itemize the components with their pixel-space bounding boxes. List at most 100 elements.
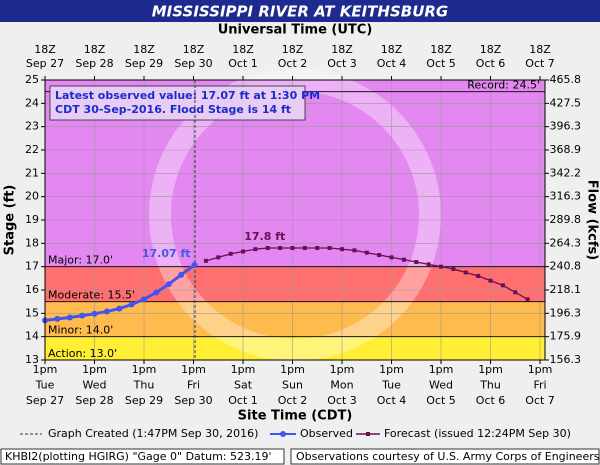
x-tick-label: Oct 6 bbox=[476, 394, 506, 407]
forecast-point bbox=[364, 250, 369, 255]
x-tick-label: Sep 29 bbox=[125, 394, 163, 407]
x-tick-label: 1pm bbox=[330, 363, 355, 376]
forecast-point bbox=[451, 267, 456, 271]
y2-tick-label: 289.8 bbox=[550, 213, 582, 226]
flood-label: Minor: 14.0' bbox=[48, 324, 113, 337]
x-tick-label: Oct 2 bbox=[278, 394, 308, 407]
forecast-point bbox=[253, 247, 258, 252]
legend-observed-marker bbox=[280, 431, 286, 437]
y2-tick-label: 396.3 bbox=[550, 120, 582, 133]
forecast-point bbox=[377, 253, 382, 257]
observed-point bbox=[191, 262, 198, 269]
x2-tick-label: Oct 5 bbox=[426, 57, 456, 70]
y2-tick-label: 240.8 bbox=[550, 260, 582, 273]
forecast-point bbox=[439, 264, 444, 269]
chart-title: MISSISSIPPI RIVER AT KEITHSBURG bbox=[152, 3, 449, 21]
y2-tick-label: 156.3 bbox=[550, 353, 582, 366]
flood-band bbox=[45, 301, 545, 337]
x-tick-label: 1pm bbox=[379, 363, 404, 376]
y2-tick-label: 427.5 bbox=[550, 96, 582, 109]
observed-label: 17.07 ft bbox=[142, 247, 191, 260]
y-tick-label: 19 bbox=[25, 213, 39, 226]
x-tick-label: Mon bbox=[330, 379, 353, 392]
forecast-point bbox=[265, 246, 270, 250]
forecast-point bbox=[414, 260, 419, 264]
y2-tick-label: 264.3 bbox=[550, 236, 582, 249]
x-tick-label: 1pm bbox=[181, 363, 206, 376]
y2-tick-label: 368.9 bbox=[550, 143, 582, 156]
forecast-point bbox=[327, 246, 332, 250]
forecast-point bbox=[216, 255, 221, 260]
forecast-point bbox=[513, 290, 518, 295]
observed-point bbox=[165, 281, 172, 288]
forecast-point bbox=[278, 246, 283, 250]
y-axis-title: Stage (ft) bbox=[3, 185, 18, 256]
forecast-point bbox=[426, 262, 431, 267]
y-tick-label: 25 bbox=[25, 73, 39, 86]
x2-tick-label: Oct 6 bbox=[476, 57, 506, 70]
plot-frame bbox=[44, 79, 546, 361]
forecast-point bbox=[389, 255, 394, 260]
y-tick-label: 21 bbox=[25, 166, 39, 179]
legend-forecast-marker bbox=[366, 432, 370, 436]
x2-tick-label: Oct 2 bbox=[278, 57, 308, 70]
footer-left-box bbox=[0, 448, 285, 465]
forecast-point bbox=[463, 270, 468, 275]
observed-point bbox=[128, 301, 135, 308]
x-tick-label: Sep 30 bbox=[174, 394, 212, 407]
x-tick-label: Oct 3 bbox=[327, 394, 357, 407]
observed-point bbox=[54, 315, 61, 322]
forecast-point bbox=[228, 251, 233, 256]
forecast-point bbox=[488, 278, 493, 283]
x2-tick-label: 18Z bbox=[480, 43, 502, 56]
y2-axis-title: Flow (kcfs) bbox=[585, 180, 600, 260]
x2-tick-label: 18Z bbox=[183, 43, 205, 56]
x-tick-label: Oct 1 bbox=[228, 394, 258, 407]
x-tick-label: Sat bbox=[234, 379, 253, 392]
y-tick-label: 20 bbox=[25, 190, 39, 203]
x-axis-title: Site Time (CDT) bbox=[238, 409, 353, 424]
x2-tick-label: 18Z bbox=[84, 43, 106, 56]
x2-tick-label: Oct 7 bbox=[525, 57, 555, 70]
y-tick-label: 16 bbox=[25, 283, 39, 296]
observed-point bbox=[178, 271, 185, 278]
x-tick-label: Sun bbox=[282, 379, 303, 392]
x-tick-label: Oct 5 bbox=[426, 394, 456, 407]
info-box bbox=[49, 85, 306, 121]
forecast-point bbox=[315, 246, 320, 250]
forecast-point bbox=[525, 297, 530, 302]
y-tick-label: 22 bbox=[25, 143, 39, 156]
footer-right: Observations courtesy of U.S. Army Corps… bbox=[296, 450, 600, 463]
forecast-point bbox=[476, 274, 481, 278]
x2-tick-label: 18Z bbox=[529, 43, 551, 56]
x2-tick-label: Oct 1 bbox=[228, 57, 258, 70]
record-label: Record: 24.5' bbox=[467, 79, 540, 92]
x2-tick-label: 18Z bbox=[430, 43, 452, 56]
flood-label: Major: 17.0' bbox=[48, 254, 113, 267]
observed-point bbox=[153, 289, 160, 296]
x2-tick-label: Sep 30 bbox=[174, 57, 212, 70]
y-tick-label: 14 bbox=[25, 330, 39, 343]
y-tick-label: 18 bbox=[25, 236, 39, 249]
info-text: Latest observed value: 17.07 ft at 1:30 … bbox=[55, 89, 320, 102]
forecast-point bbox=[401, 257, 406, 262]
flood-band bbox=[45, 336, 545, 360]
x2-tick-label: Sep 28 bbox=[75, 57, 113, 70]
x2-tick-label: 18Z bbox=[34, 43, 56, 56]
observed-point bbox=[103, 308, 110, 315]
observed-point bbox=[91, 310, 98, 317]
x2-tick-label: Sep 27 bbox=[26, 57, 64, 70]
x2-tick-label: Sep 29 bbox=[125, 57, 163, 70]
x-tick-label: 1pm bbox=[82, 363, 107, 376]
x2-tick-label: 18Z bbox=[381, 43, 403, 56]
x-tick-label: Wed bbox=[83, 379, 107, 392]
forecast-point bbox=[340, 247, 345, 252]
legend: Graph Created (1:47PM Sep 30, 2016) Obse… bbox=[20, 427, 571, 440]
x-tick-label: 1pm bbox=[132, 363, 157, 376]
flood-label: Action: 13.0' bbox=[48, 347, 117, 360]
x-tick-label: Fri bbox=[533, 379, 546, 392]
observed-point bbox=[116, 305, 123, 312]
y-tick-label: 13 bbox=[25, 353, 39, 366]
plot-area: 13 156.3 14 175.9 15 196.3 16 218.1 17 240.8 18 264… bbox=[25, 43, 581, 407]
forecast-point bbox=[500, 283, 505, 288]
